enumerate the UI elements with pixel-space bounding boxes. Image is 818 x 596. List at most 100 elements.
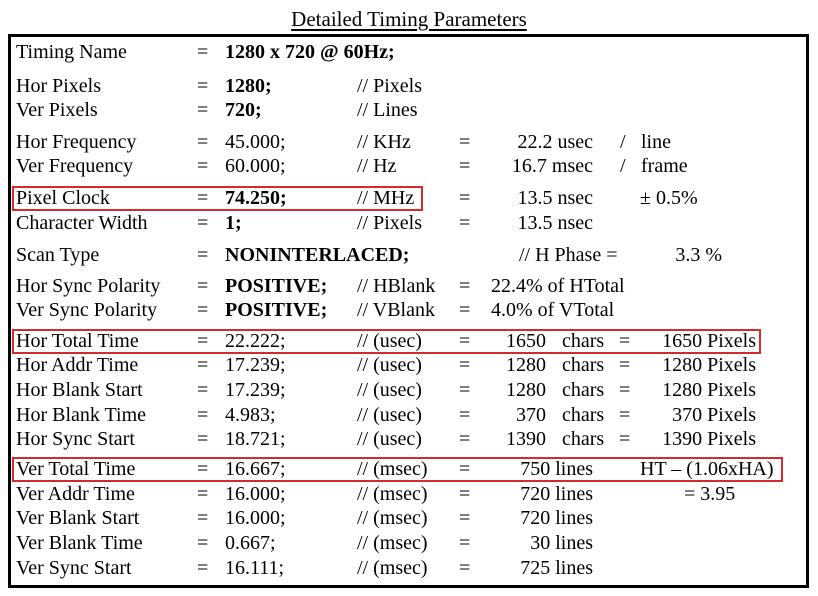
equals-sign: = bbox=[197, 99, 209, 121]
equals-sign: = bbox=[619, 354, 631, 376]
derived-value: 13.5 nsec bbox=[517, 212, 593, 234]
unit-label: chars bbox=[562, 404, 605, 426]
param-name: Scan Type bbox=[16, 244, 100, 266]
equals-sign: = bbox=[459, 354, 471, 376]
pixel-value: 1390 Pixels bbox=[662, 428, 756, 450]
h-phase-value: 3.3 % bbox=[675, 244, 722, 266]
equals-sign: = bbox=[459, 187, 471, 209]
param-name: Character Width bbox=[16, 212, 148, 234]
derived-value: 720 lines bbox=[520, 483, 593, 505]
param-unit: // (usec) bbox=[357, 404, 422, 426]
param-name: Hor Sync Polarity bbox=[16, 275, 161, 297]
param-name: Ver Addr Time bbox=[16, 483, 135, 505]
param-unit: // HBlank bbox=[357, 275, 436, 297]
param-value: 22.222; bbox=[225, 330, 286, 352]
equals-sign: = bbox=[197, 404, 209, 426]
derived-value: 4.0% of VTotal bbox=[491, 299, 615, 321]
param-name: Pixel Clock bbox=[16, 187, 110, 209]
param-unit: // (usec) bbox=[357, 330, 422, 352]
param-value: 0.667; bbox=[225, 532, 276, 554]
tolerance: ± 0.5% bbox=[640, 187, 698, 209]
equals-sign: = bbox=[459, 131, 471, 153]
param-value: 17.239; bbox=[225, 354, 286, 376]
pixel-value: 370 Pixels bbox=[672, 404, 756, 426]
equals-sign: = bbox=[459, 404, 471, 426]
param-unit: // Hz bbox=[357, 155, 397, 177]
equals-sign: = bbox=[197, 131, 209, 153]
equals-sign: = bbox=[459, 458, 471, 480]
unit-label: chars bbox=[562, 354, 605, 376]
equals-sign: = bbox=[197, 557, 209, 579]
equals-sign: = bbox=[197, 299, 209, 321]
equals-sign: = bbox=[619, 404, 631, 426]
equals-sign: = bbox=[459, 155, 471, 177]
param-value: 1280 x 720 @ 60Hz; bbox=[225, 41, 395, 63]
h-phase-label: // H Phase = bbox=[519, 244, 618, 266]
derived-value: 16.7 msec bbox=[511, 155, 593, 177]
equals-sign: = bbox=[197, 507, 209, 529]
param-value: 16.000; bbox=[225, 483, 286, 505]
unit-label: chars bbox=[562, 379, 605, 401]
derived-value: 1650 bbox=[506, 330, 546, 352]
formula-result: = 3.95 bbox=[684, 483, 736, 505]
separator: / bbox=[620, 155, 626, 177]
param-name: Hor Pixels bbox=[16, 75, 101, 97]
equals-sign: = bbox=[197, 428, 209, 450]
equals-sign: = bbox=[197, 532, 209, 554]
param-name: Hor Blank Time bbox=[16, 404, 147, 426]
equals-sign: = bbox=[459, 330, 471, 352]
equals-sign: = bbox=[459, 507, 471, 529]
equals-sign: = bbox=[459, 299, 471, 321]
param-name: Hor Total Time bbox=[16, 330, 139, 352]
param-unit: // (usec) bbox=[357, 354, 422, 376]
param-value: POSITIVE; bbox=[225, 299, 328, 321]
param-name: Hor Addr Time bbox=[16, 354, 139, 376]
equals-sign: = bbox=[197, 275, 209, 297]
param-name: Hor Sync Start bbox=[16, 428, 135, 450]
param-value: 45.000; bbox=[225, 131, 286, 153]
param-value: 1280; bbox=[225, 75, 272, 97]
equals-sign: = bbox=[459, 212, 471, 234]
param-name: Ver Blank Start bbox=[16, 507, 140, 529]
param-value: 74.250; bbox=[225, 187, 287, 209]
equals-sign: = bbox=[619, 428, 631, 450]
derived-value: 750 lines bbox=[520, 458, 593, 480]
param-value: 60.000; bbox=[225, 155, 286, 177]
pixel-value: 1650 Pixels bbox=[662, 330, 756, 352]
derived-value: 370 bbox=[516, 404, 546, 426]
equals-sign: = bbox=[197, 330, 209, 352]
param-unit: // (msec) bbox=[357, 507, 428, 529]
param-unit: // Pixels bbox=[357, 212, 423, 234]
equals-sign: = bbox=[197, 379, 209, 401]
param-value: 17.239; bbox=[225, 379, 286, 401]
param-name: Ver Sync Polarity bbox=[16, 299, 158, 321]
period-unit: line bbox=[641, 131, 671, 153]
param-unit: // KHz bbox=[357, 131, 411, 153]
equals-sign: = bbox=[459, 532, 471, 554]
derived-value: 1280 bbox=[506, 379, 546, 401]
equals-sign: = bbox=[197, 41, 209, 63]
derived-value: 720 lines bbox=[520, 507, 593, 529]
unit-label: chars bbox=[562, 330, 605, 352]
formula-note: HT – (1.06xHA) bbox=[640, 458, 774, 480]
param-unit: // Lines bbox=[357, 99, 418, 121]
equals-sign: = bbox=[459, 275, 471, 297]
equals-sign: = bbox=[459, 483, 471, 505]
derived-value: 22.2 usec bbox=[517, 131, 593, 153]
equals-sign: = bbox=[459, 428, 471, 450]
param-value: 1; bbox=[225, 212, 242, 234]
equals-sign: = bbox=[197, 483, 209, 505]
param-name: Ver Frequency bbox=[16, 155, 134, 177]
param-value: POSITIVE; bbox=[225, 275, 328, 297]
pixel-value: 1280 Pixels bbox=[662, 379, 756, 401]
param-name: Hor Blank Start bbox=[16, 379, 143, 401]
param-unit: // Pixels bbox=[357, 75, 423, 97]
period-unit: frame bbox=[641, 155, 688, 177]
param-value: 720; bbox=[225, 99, 262, 121]
param-value: 16.111; bbox=[225, 557, 285, 579]
param-name: Ver Sync Start bbox=[16, 557, 132, 579]
separator: / bbox=[620, 131, 626, 153]
equals-sign: = bbox=[197, 354, 209, 376]
equals-sign: = bbox=[197, 244, 209, 266]
param-name: Ver Total Time bbox=[16, 458, 136, 480]
